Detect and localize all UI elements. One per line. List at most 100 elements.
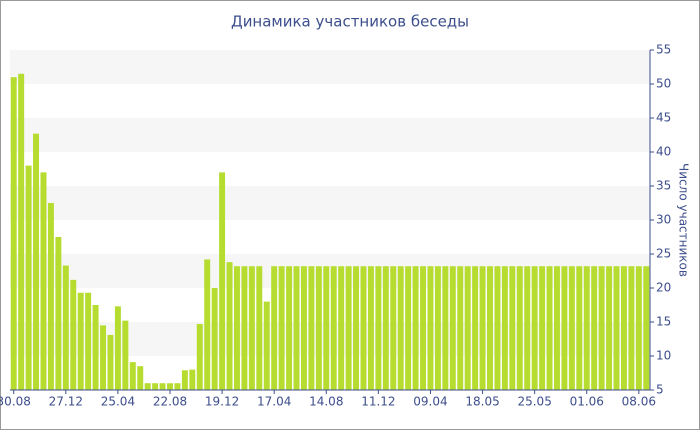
x-tick-label: 27.12 [49,395,83,409]
bar [397,266,404,390]
chart-title: Динамика участников беседы [231,13,469,31]
bar [501,266,508,390]
bar [598,266,605,390]
bar [55,237,62,390]
bar [606,266,613,390]
y-tick-label: 55 [656,43,671,57]
x-tick-label: 25.04 [101,395,135,409]
bar [360,266,367,390]
bar [382,266,389,390]
bar [420,266,426,390]
bar [300,266,307,390]
bar [487,266,493,390]
bar [457,266,464,390]
y-tick-label: 50 [656,77,671,91]
bar [70,279,77,390]
bar [479,266,486,390]
bar [323,266,330,390]
bar [189,369,196,390]
bar [137,366,144,390]
bar [263,301,270,390]
bar [152,383,159,390]
bar [271,266,278,390]
bar [293,266,300,390]
bar [40,172,47,390]
bar [628,266,635,390]
x-tick-label: 08.06 [622,395,656,409]
x-tick-label: 14.08 [309,395,343,409]
x-tick-label: 09.04 [413,395,447,409]
bar [375,266,382,390]
bar [174,383,181,390]
x-tick-label: 19.12 [205,395,239,409]
x-tick-label: 30.08 [0,395,31,409]
bar [353,266,360,390]
bar [241,266,248,390]
y-tick-label: 30 [656,213,671,227]
bar [85,292,92,390]
bar [62,265,69,390]
bar [219,172,226,390]
bar [196,324,203,390]
x-tick-label: 01.06 [570,395,604,409]
bar [278,266,285,390]
x-tick-label: 11.12 [361,395,395,409]
bar [181,370,188,390]
bar [524,266,531,390]
bar [144,383,151,390]
bar [315,266,322,390]
grid-band [10,50,650,84]
bar [539,266,546,390]
bar [345,266,352,390]
y-tick-label: 5 [656,383,664,397]
bar [449,266,456,390]
y-tick-label: 45 [656,111,671,125]
x-tick-label: 17.04 [257,395,291,409]
x-tick-label: 22.08 [153,395,187,409]
x-tick-label: 25.05 [517,395,551,409]
bar [405,266,412,390]
bar [114,306,121,390]
bar [308,266,315,390]
bar [427,266,434,390]
y-tick-label: 35 [656,179,671,193]
bar [256,266,263,390]
x-tick-label: 18.05 [465,395,499,409]
y-tick-label: 15 [656,315,671,329]
bar [10,77,17,390]
y-axis-title: Число участников [677,163,691,277]
bar [92,305,99,390]
y-tick-label: 40 [656,145,671,159]
bar [613,266,620,390]
y-tick-label: 20 [656,281,671,295]
bar [531,266,538,390]
bar [25,165,32,390]
bar [204,259,211,390]
bar [234,266,240,390]
bar [47,203,54,390]
grid-band [10,118,650,152]
bar [107,334,114,390]
bar [516,266,523,390]
bar [286,266,293,390]
bar [635,266,642,390]
bar [159,383,166,390]
bar [100,325,106,390]
bar [591,266,598,390]
y-tick-label: 25 [656,247,671,261]
bar [576,266,583,390]
bar [583,266,590,390]
bar [330,266,337,390]
bar [390,266,397,390]
bar [546,266,553,390]
bar [412,266,419,390]
bar [248,266,255,390]
bar [338,266,345,390]
bar [122,320,129,390]
bar [472,266,479,390]
grid-band [10,186,650,220]
bar [18,73,25,391]
bar [464,266,471,390]
bar [568,266,575,390]
